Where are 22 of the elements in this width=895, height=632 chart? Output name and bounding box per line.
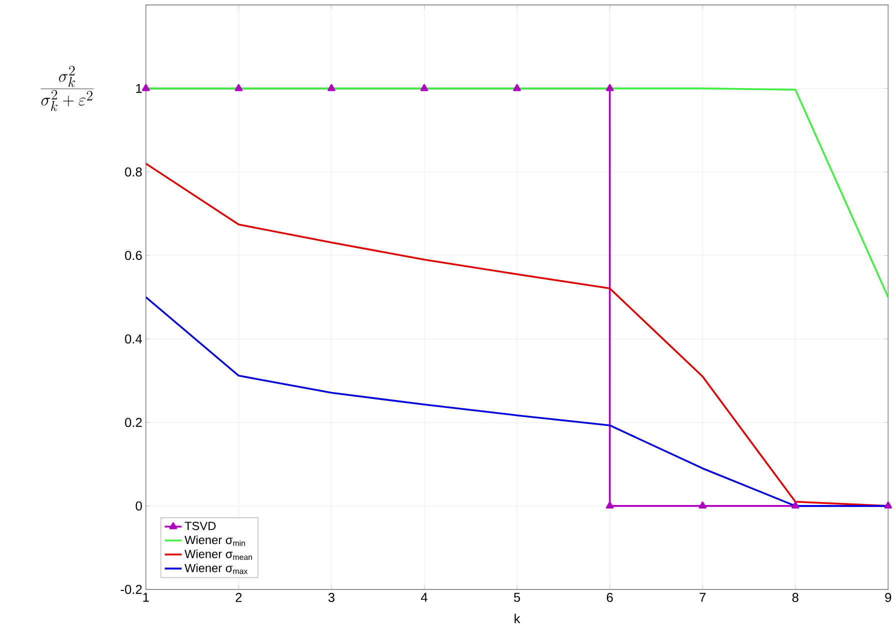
y-tick-label: 0.2 [125,418,142,427]
y-tick-label: 0.6 [125,250,142,260]
x-tick-label: 7 [700,592,706,602]
x-tick-label: 9 [885,592,892,602]
legend-label: Wiener σ$_{min}$ [184,535,245,546]
y-tick-label: 0 [136,501,142,510]
y-tick-label: -0.2 [120,584,142,594]
y-axis-title: $\frac{\sigma_k^2}{\sigma_k^2+\varepsilon^2}$ [40,66,94,111]
x-tick-label: 4 [420,592,428,602]
legend-label: TSVD [184,522,216,530]
y-tick-label: 0.8 [125,167,142,176]
y-tick-label: 0.4 [125,334,142,344]
x-tick-label: 2 [236,592,242,602]
legend-label: Wiener σ$_{mean}$ [184,549,252,560]
x-tick-label: 5 [514,592,520,602]
x-tick-label: 3 [328,592,334,602]
x-tick-label: 8 [792,592,798,602]
x-axis-title: k [514,614,520,624]
x-tick-label: 6 [606,592,613,602]
x-tick-label: 1 [143,592,149,602]
legend-label: Wiener σ$_{max}$ [184,563,248,574]
y-tick-label: 1 [136,84,142,93]
